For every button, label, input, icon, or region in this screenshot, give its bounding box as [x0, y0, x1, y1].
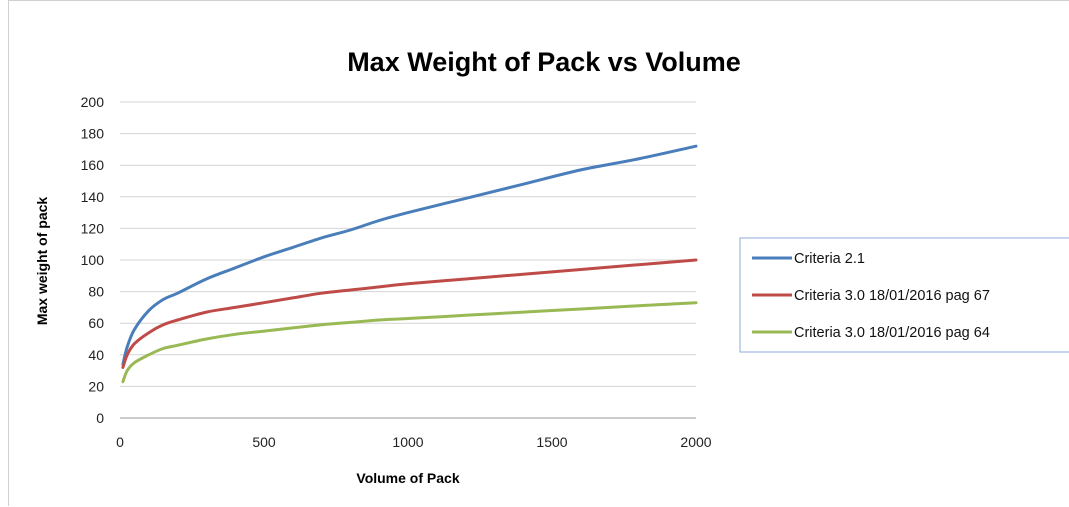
- series-lines: [121, 144, 698, 384]
- series-line-3: [121, 301, 698, 384]
- y-tick-label: 120: [81, 220, 105, 236]
- y-tick-label: 160: [81, 157, 105, 173]
- legend-label-1: Criteria 2.1: [794, 251, 865, 267]
- legend-items: Criteria 2.1 Criteria 3.0 18/01/2016 pag …: [752, 251, 990, 341]
- x-tick-label: 1500: [536, 434, 567, 450]
- y-tick-label: 200: [81, 94, 105, 110]
- y-tick-label: 60: [88, 315, 104, 331]
- x-tick-labels: 0 500 1000 1500 2000: [116, 434, 712, 450]
- y-tick-label: 140: [81, 189, 105, 205]
- grid-layer: [120, 101, 696, 419]
- y-axis-title: Max weight of pack: [34, 197, 50, 326]
- y-tick-label: 40: [88, 347, 104, 363]
- series-line-2: [121, 258, 698, 369]
- legend-label-2: Criteria 3.0 18/01/2016 pag 67: [794, 288, 990, 304]
- y-tick-labels: 0 20 40 60 80 100 120 140 160 180 200: [81, 94, 105, 426]
- chart-title: Max Weight of Pack vs Volume: [347, 47, 741, 77]
- x-tick-label: 500: [252, 434, 276, 450]
- y-tick-label: 180: [81, 126, 105, 142]
- legend-label-3: Criteria 3.0 18/01/2016 pag 64: [794, 325, 990, 341]
- y-tick-label: 80: [88, 284, 104, 300]
- x-axis-title: Volume of Pack: [356, 470, 459, 486]
- x-tick-label: 1000: [392, 434, 423, 450]
- series-line-1: [121, 144, 698, 366]
- chart-frame: Max Weight of Pack vs Volume 0 20 40 60 80 10…: [8, 0, 1069, 506]
- legend-box: [739, 237, 1069, 353]
- y-tick-label: 0: [96, 410, 104, 426]
- legend: Criteria 2.1 Criteria 3.0 18/01/2016 pag …: [739, 237, 1069, 353]
- chart-svg: Max Weight of Pack vs Volume 0 20 40 60 80 10…: [34, 47, 1069, 486]
- y-tick-label: 100: [81, 252, 105, 268]
- y-tick-label: 20: [88, 378, 104, 394]
- x-tick-label: 0: [116, 434, 124, 450]
- x-tick-label: 2000: [680, 434, 711, 450]
